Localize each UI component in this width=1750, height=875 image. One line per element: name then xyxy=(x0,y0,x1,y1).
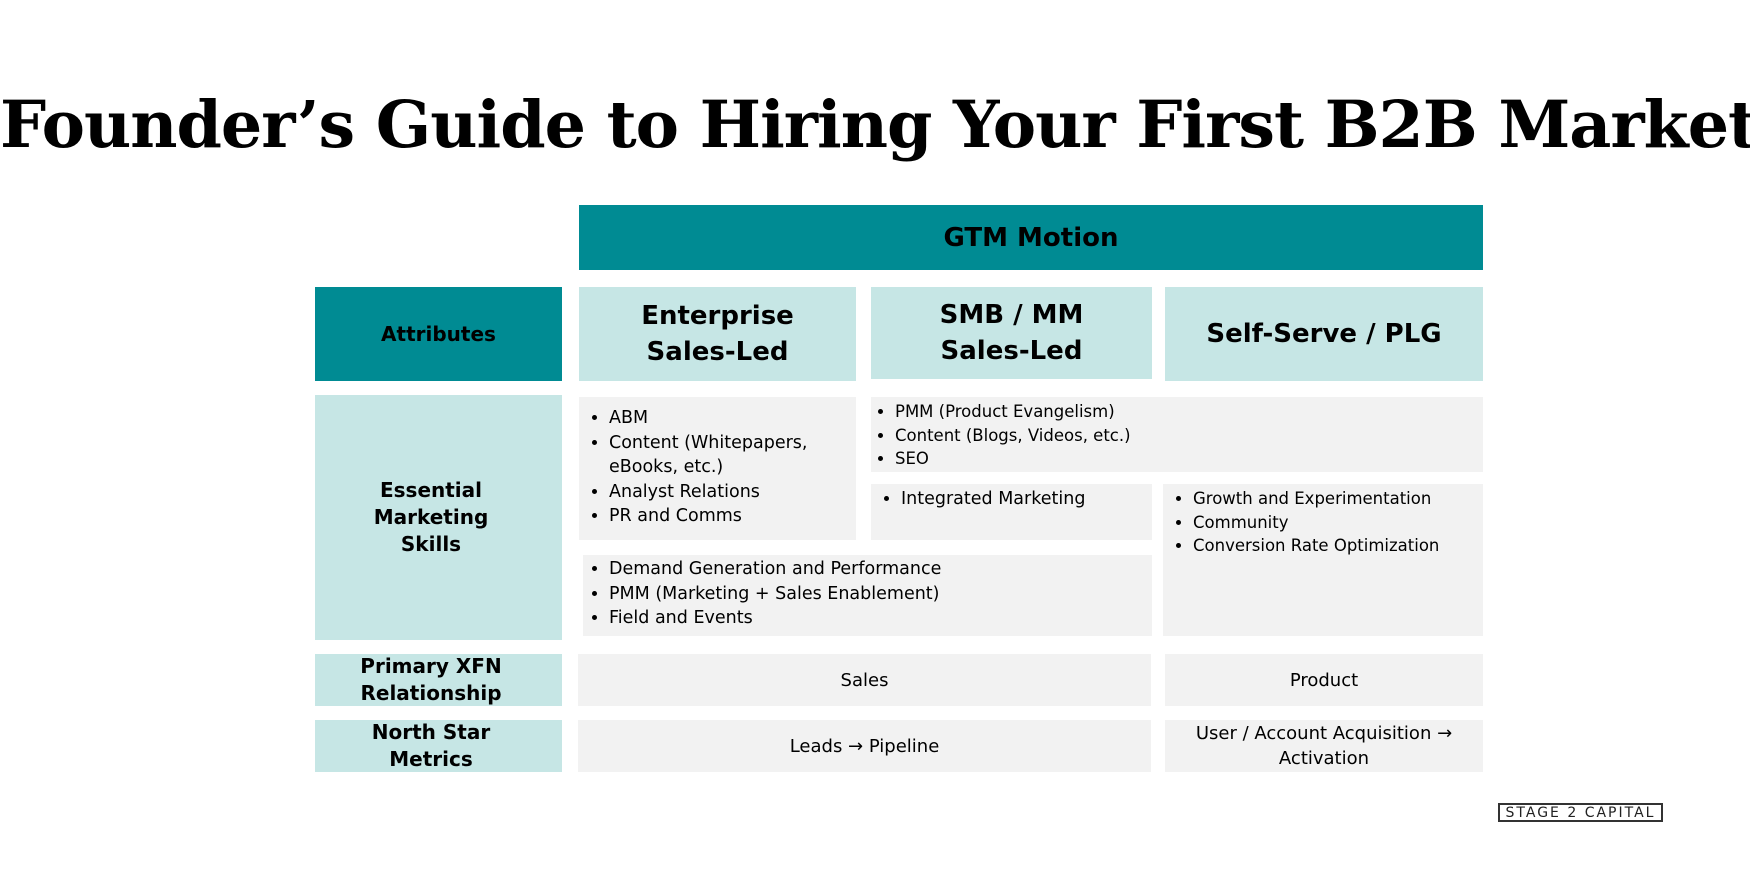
column-header-enterprise: Enterprise Sales-Led xyxy=(579,287,856,381)
list-item: PMM (Product Evangelism) xyxy=(895,400,1473,424)
metrics-plg-line2: Activation xyxy=(1278,748,1370,769)
list-item: SEO xyxy=(895,447,1473,471)
list-item: PR and Comms xyxy=(609,504,846,529)
list-item: Integrated Marketing xyxy=(901,487,1142,512)
row-label-metrics-line1: North Star xyxy=(371,720,491,744)
column-header-plg: Self-Serve / PLG xyxy=(1165,287,1483,381)
xfn-sales-led-value: Sales xyxy=(840,669,889,691)
skills-smb-list: Integrated Marketing xyxy=(871,484,1152,540)
list-item: Community xyxy=(1193,511,1473,535)
column-header-smb-line2: Sales-Led xyxy=(940,336,1083,366)
xfn-plg-cell: Product xyxy=(1165,654,1483,706)
row-label-skills-line2: Marketing xyxy=(373,505,489,529)
list-item: PMM (Marketing + Sales Enablement) xyxy=(609,582,1142,607)
metrics-plg-line1: User / Account Acquisition → xyxy=(1195,723,1453,744)
xfn-plg-value: Product xyxy=(1289,669,1359,691)
skills-smb-plg-shared-list: PMM (Product Evangelism) Content (Blogs,… xyxy=(871,397,1483,472)
row-label-north-star: North Star Metrics xyxy=(315,720,562,772)
metrics-sales-led-cell: Leads → Pipeline xyxy=(578,720,1151,772)
attributes-header: Attributes xyxy=(315,287,562,381)
stage-2-capital-logo: STAGE 2 CAPITAL xyxy=(1498,803,1663,822)
row-label-skills-line1: Essential xyxy=(379,478,483,502)
list-item: Content (Whitepapers, eBooks, etc.) xyxy=(609,431,846,480)
list-item: Conversion Rate Optimization xyxy=(1193,534,1473,558)
list-item: Field and Events xyxy=(609,606,1142,631)
list-item: Analyst Relations xyxy=(609,480,846,505)
column-header-plg-label: Self-Serve / PLG xyxy=(1206,319,1442,349)
list-item: Growth and Experimentation xyxy=(1193,487,1473,511)
list-item: Content (Blogs, Videos, etc.) xyxy=(895,424,1473,448)
gtm-motion-label: GTM Motion xyxy=(943,222,1119,253)
attributes-label: Attributes xyxy=(381,322,496,346)
xfn-sales-led-cell: Sales xyxy=(578,654,1151,706)
row-label-xfn-line2: Relationship xyxy=(360,681,502,705)
row-label-primary-xfn: Primary XFN Relationship xyxy=(315,654,562,706)
list-item: ABM xyxy=(609,406,846,431)
metrics-plg-cell: User / Account Acquisition → Activation xyxy=(1165,720,1483,772)
row-label-essential-skills: Essential Marketing Skills xyxy=(315,395,562,640)
column-header-smb-line1: SMB / MM xyxy=(939,300,1084,330)
column-header-enterprise-line1: Enterprise xyxy=(641,301,794,331)
skills-sales-led-shared-list: Demand Generation and Performance PMM (M… xyxy=(583,555,1152,636)
list-item: Demand Generation and Performance xyxy=(609,557,1142,582)
column-header-smb-mm: SMB / MM Sales-Led xyxy=(871,287,1152,379)
column-header-enterprise-line2: Sales-Led xyxy=(646,337,789,367)
row-label-xfn-line1: Primary XFN xyxy=(360,654,502,678)
skills-enterprise-list: ABM Content (Whitepapers, eBooks, etc.) … xyxy=(579,397,856,540)
row-label-metrics-line2: Metrics xyxy=(389,747,473,771)
row-label-skills-line3: Skills xyxy=(400,532,462,556)
metrics-sales-led-value: Leads → Pipeline xyxy=(789,735,940,757)
page-title: Founder’s Guide to Hiring Your First B2B… xyxy=(0,87,1750,163)
gtm-motion-header: GTM Motion xyxy=(579,205,1483,270)
skills-plg-list: Growth and Experimentation Community Con… xyxy=(1163,484,1483,636)
